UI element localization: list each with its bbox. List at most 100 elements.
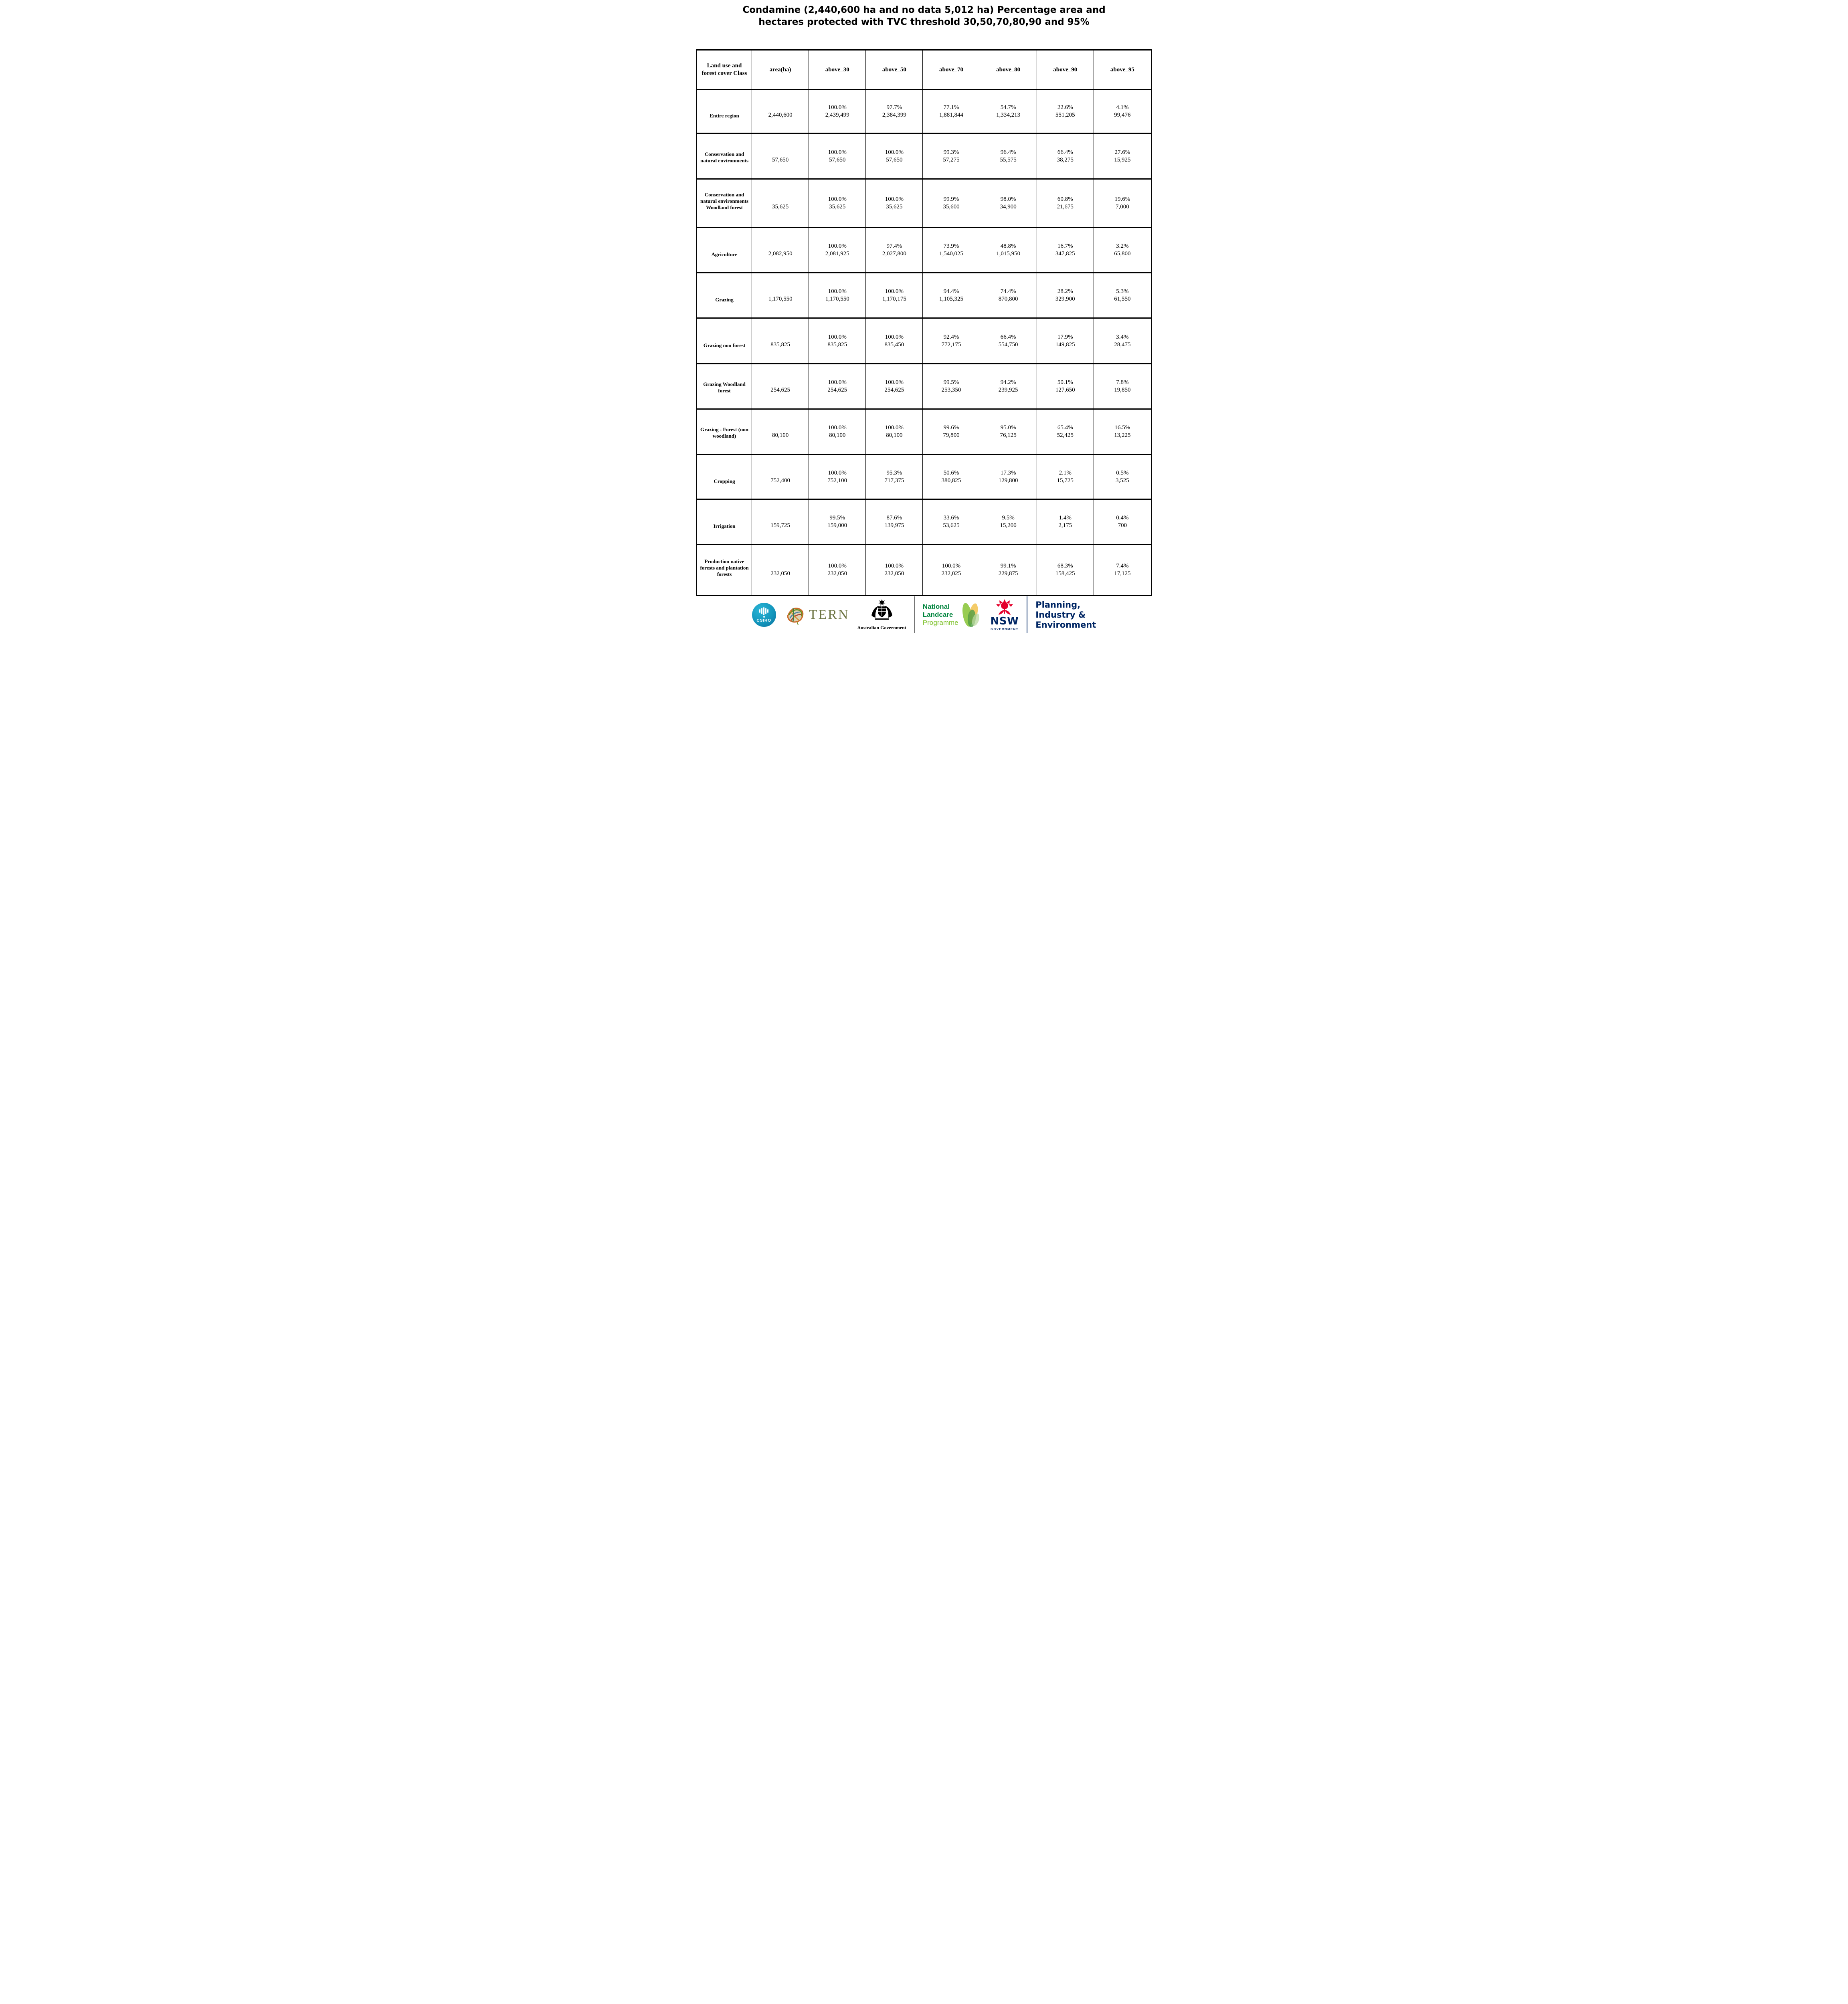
table-cell: 100.0% 2,081,925	[809, 228, 866, 272]
area-value: 35,625	[772, 204, 789, 210]
table-cell: 27.6% 15,925	[1094, 134, 1151, 178]
table-cell: 66.4% 554,750	[980, 319, 1037, 363]
table-cell: 94.4% 1,105,325	[923, 273, 980, 317]
table-row: Agriculture 2,082,950 100.0% 2,081,925 97.4%…	[697, 228, 1151, 273]
percent-protected-value: 3.2%	[1116, 243, 1129, 249]
table-header-row: Land use and forest cover Class area(ha) a…	[697, 51, 1151, 90]
percent-protected-value: 33.6%	[943, 515, 959, 521]
table-cell: 80,100	[752, 410, 809, 454]
table-cell: 100.0% 254,625	[866, 364, 923, 408]
hectares-protected-value: 1,334,213	[996, 112, 1021, 118]
planning-industry-environment-logo: Planning, Industry & Environment	[1035, 600, 1096, 630]
table-cell: 0.5% 3,525	[1094, 455, 1151, 499]
table-cell: 3.4% 28,475	[1094, 319, 1151, 363]
csiro-label: CSIRO	[756, 618, 772, 623]
percent-protected-value: 77.1%	[943, 104, 959, 111]
column-header: above_70	[923, 51, 980, 89]
hectares-protected-value: 34,900	[1000, 204, 1017, 210]
hectares-protected-value: 254,625	[827, 387, 847, 393]
hectares-protected-value: 554,750	[998, 341, 1018, 348]
percent-protected-value: 1.4%	[1059, 515, 1072, 521]
percent-protected-value: 9.5%	[1002, 515, 1015, 521]
table-cell: 100.0% 232,050	[866, 545, 923, 595]
table-row: Conservation and natural environments 57,…	[697, 134, 1151, 180]
table-cell: 87.6% 139,975	[866, 500, 923, 544]
tern-label: TERN	[809, 607, 849, 622]
percent-protected-value: 100.0%	[942, 563, 961, 569]
table-cell: 50.1% 127,650	[1037, 364, 1094, 408]
landuse-class-label: Irrigation	[713, 523, 736, 529]
percent-protected-value: 74.4%	[1000, 288, 1016, 295]
hectares-protected-value: 329,900	[1055, 296, 1075, 302]
percent-protected-value: 100.0%	[828, 196, 847, 202]
landcare-leaves-icon	[962, 603, 979, 627]
column-header: area(ha)	[752, 51, 809, 89]
nsw-waratah-icon	[996, 599, 1013, 615]
percent-protected-value: 87.6%	[886, 515, 902, 521]
hectares-protected-value: 57,275	[943, 156, 960, 163]
nsw-label: NSW	[990, 615, 1019, 627]
percent-protected-value: 7.4%	[1116, 563, 1129, 569]
csiro-dot-icon	[763, 616, 765, 618]
hectares-protected-value: 3,525	[1116, 477, 1129, 484]
table-cell: 159,725	[752, 500, 809, 544]
percent-protected-value: 100.0%	[885, 288, 904, 295]
percent-protected-value: 100.0%	[828, 243, 847, 249]
table-cell: 60.8% 21,675	[1037, 180, 1094, 227]
hectares-protected-value: 2,384,399	[882, 112, 906, 118]
tern-map-icon	[787, 608, 803, 625]
landuse-class-label: Conservation and natural environments Wo…	[700, 192, 748, 210]
percent-protected-value: 99.5%	[943, 379, 959, 386]
hectares-protected-value: 13,225	[1114, 432, 1131, 438]
percent-protected-value: 95.3%	[886, 469, 902, 476]
hectares-protected-value: 2,081,925	[825, 250, 849, 257]
table-cell: Production native forests and plantation…	[697, 545, 752, 595]
hectares-protected-value: 35,600	[943, 204, 960, 210]
area-value: 2,082,950	[768, 250, 793, 257]
hectares-protected-value: 15,725	[1057, 477, 1074, 484]
table-cell: 1,170,550	[752, 273, 809, 317]
table-cell: 99.5% 253,350	[923, 364, 980, 408]
hectares-protected-value: 17,125	[1114, 570, 1131, 577]
hectares-protected-value: 57,650	[886, 156, 903, 163]
table-cell: 100.0% 254,625	[809, 364, 866, 408]
hectares-protected-value: 65,800	[1114, 250, 1131, 257]
percent-protected-value: 28.2%	[1057, 288, 1073, 295]
percent-protected-value: 100.0%	[828, 379, 847, 386]
area-value: 835,825	[770, 341, 790, 348]
table-cell: 100.0% 232,025	[923, 545, 980, 595]
percent-protected-value: 94.4%	[943, 288, 959, 295]
percent-protected-value: 0.4%	[1116, 515, 1129, 521]
table-cell: 254,625	[752, 364, 809, 408]
table-cell: 9.5% 15,200	[980, 500, 1037, 544]
table-cell: 4.1% 99,476	[1094, 90, 1151, 133]
table-cell: 100.0% 57,650	[809, 134, 866, 178]
percent-protected-value: 0.5%	[1116, 469, 1129, 476]
table-cell: Irrigation	[697, 500, 752, 544]
table-cell: 7.8% 19,850	[1094, 364, 1151, 408]
hectares-protected-value: 232,050	[827, 570, 847, 577]
percent-protected-value: 100.0%	[828, 104, 847, 111]
table-cell: 100.0% 835,825	[809, 319, 866, 363]
percent-protected-value: 73.9%	[943, 243, 959, 249]
table-cell: 2,082,950	[752, 228, 809, 272]
percent-protected-value: 100.0%	[828, 469, 847, 476]
table-cell: 65.4% 52,425	[1037, 410, 1094, 454]
percent-protected-value: 100.0%	[828, 149, 847, 156]
column-header: above_30	[809, 51, 866, 89]
hectares-protected-value: 21,675	[1057, 204, 1074, 210]
nsw-government-logo: NSW GOVERNMENT	[991, 599, 1019, 631]
percent-protected-value: 100.0%	[885, 563, 904, 569]
percent-protected-value: 3.4%	[1116, 333, 1129, 340]
table-cell: 28.2% 329,900	[1037, 273, 1094, 317]
percent-protected-value: 16.5%	[1114, 424, 1130, 431]
hectares-protected-value: 347,825	[1055, 250, 1075, 257]
table-cell: 100.0% 80,100	[866, 410, 923, 454]
table-row: Grazing 1,170,550 100.0% 1,170,550 100.0% 1,1…	[697, 273, 1151, 319]
table-cell: 73.9% 1,540,025	[923, 228, 980, 272]
hectares-protected-value: 2,027,800	[882, 250, 906, 257]
percent-protected-value: 100.0%	[828, 563, 847, 569]
table-cell: 92.4% 772,175	[923, 319, 980, 363]
percent-protected-value: 66.4%	[1057, 149, 1073, 156]
percent-protected-value: 99.1%	[1000, 563, 1016, 569]
